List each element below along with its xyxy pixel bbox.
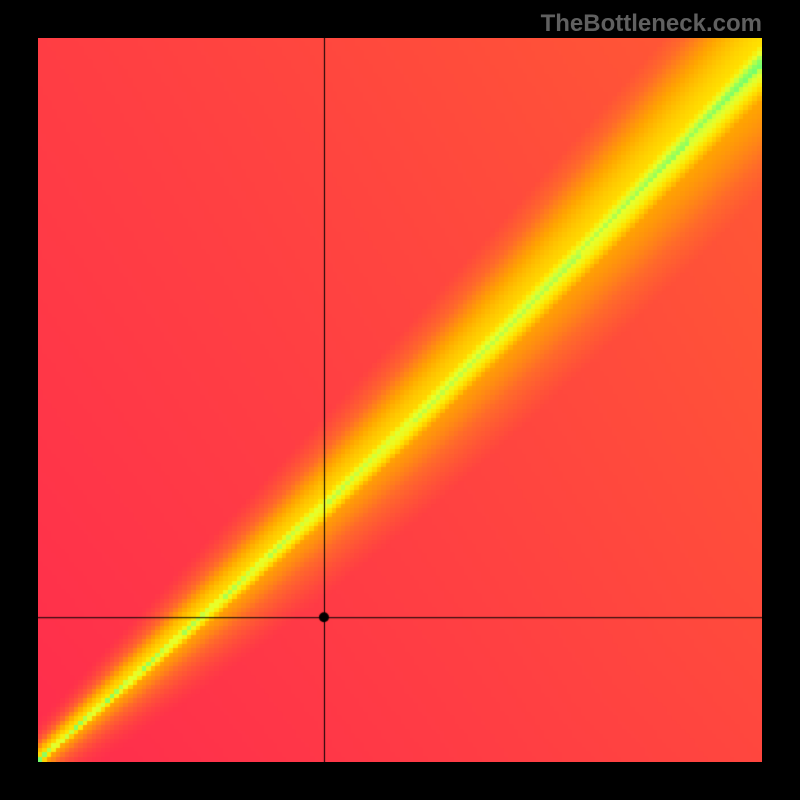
heatmap-plot (38, 38, 762, 762)
watermark-text: TheBottleneck.com (541, 10, 762, 38)
heatmap-canvas (38, 38, 762, 762)
